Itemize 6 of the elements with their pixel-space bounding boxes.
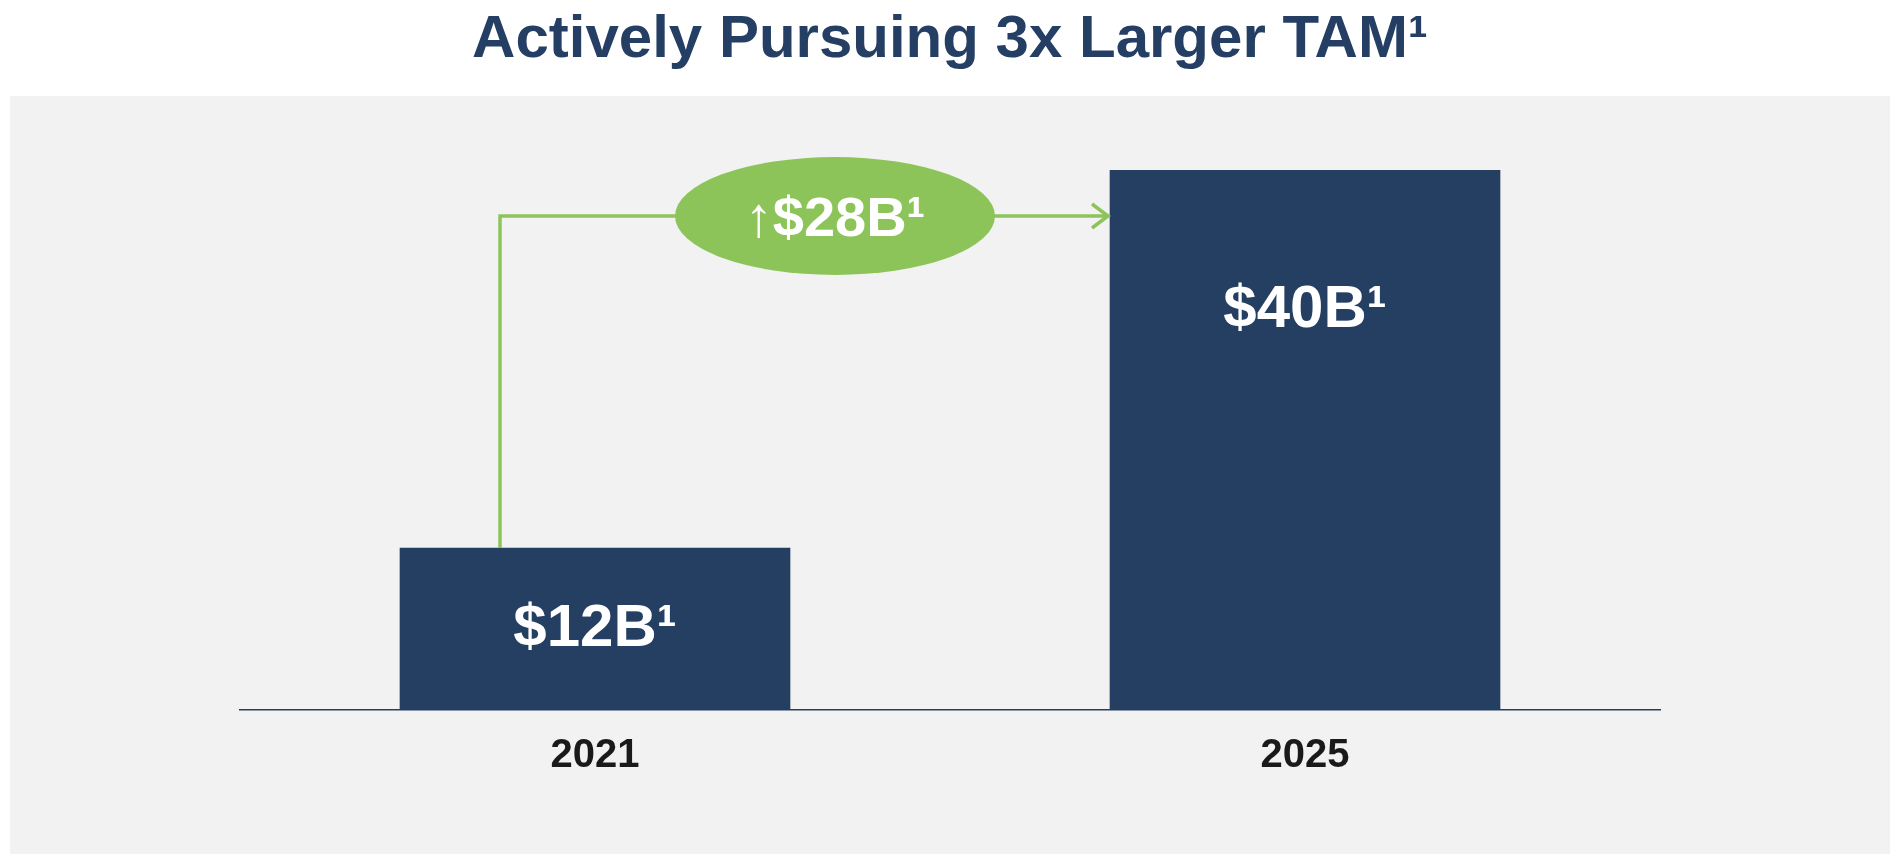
x-tick-label: 2025: [1260, 731, 1350, 776]
data-label: $40B¹: [1223, 272, 1387, 340]
chart-title: Actively Pursuing 3x Larger TAM¹: [471, 2, 1429, 71]
data-label: $12B¹: [513, 591, 677, 659]
x-tick-label: 2021: [550, 731, 640, 776]
annotation: ↑$28B¹: [744, 183, 926, 249]
